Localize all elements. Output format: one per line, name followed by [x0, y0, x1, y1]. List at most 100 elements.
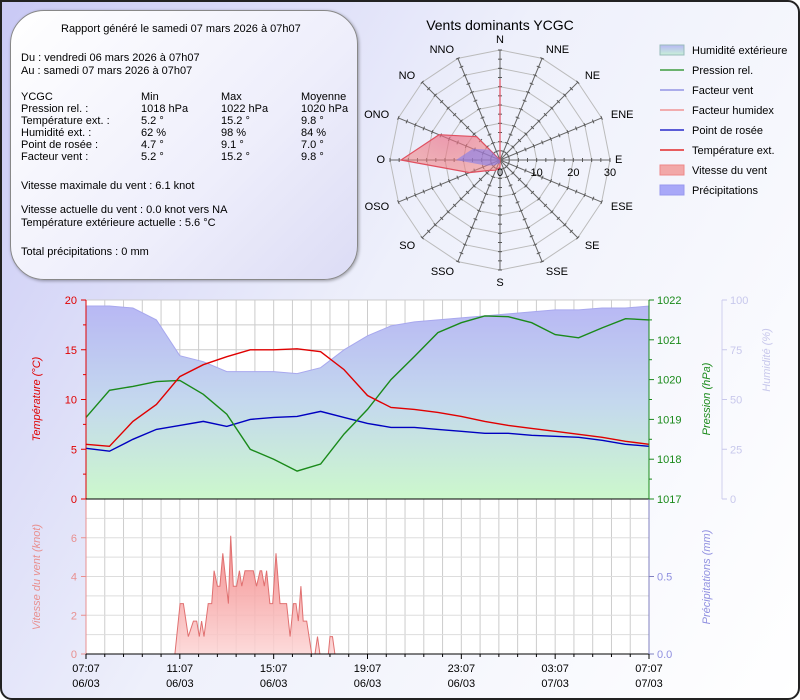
- rose-tick: [504, 175, 510, 179]
- rose-tick: [459, 197, 463, 201]
- rose-tick: [504, 164, 509, 169]
- rose-tick: [462, 243, 467, 246]
- stat-max: 9.1 °: [221, 139, 244, 151]
- rose-tick: [517, 177, 522, 182]
- rose-tick: [469, 91, 474, 94]
- rose-tick: [524, 184, 528, 188]
- rose-tick: [431, 186, 434, 191]
- rose-tick: [530, 190, 535, 195]
- rose-tick: [439, 182, 442, 187]
- stat-mean: 9.8 °: [301, 115, 324, 127]
- header-station: YCGC: [21, 91, 53, 103]
- rose-tick: [446, 210, 450, 214]
- rose-tick: [511, 124, 517, 128]
- rose-tick: [515, 201, 520, 204]
- rose-tick: [420, 80, 424, 84]
- legend-swatch: [659, 184, 685, 196]
- rose-tick: [563, 223, 567, 227]
- rose-tick: [540, 260, 545, 263]
- rose-tick: [452, 203, 457, 208]
- rose-direction-label: NNO: [430, 44, 455, 56]
- stat-label: Température ext. :: [21, 115, 110, 127]
- rose-tick: [515, 116, 520, 119]
- rose-tick: [480, 116, 485, 119]
- rose-tick: [426, 86, 431, 91]
- stat-label: Pression rel. :: [21, 103, 89, 115]
- rose-tick: [459, 65, 464, 69]
- legend-label: Facteur humidex: [692, 105, 774, 117]
- rose-tick: [563, 93, 567, 97]
- rose-direction-label: ENE: [611, 109, 634, 121]
- rose-tick: [472, 132, 476, 136]
- rose-direction-label: NNE: [546, 44, 569, 56]
- stat-min: 5.2 °: [141, 151, 164, 163]
- rose-tick: [455, 57, 460, 60]
- rose-tick: [487, 184, 492, 187]
- rose-tick: [483, 124, 489, 128]
- summary-panel: Rapport généré le samedi 07 mars 2026 à …: [10, 10, 358, 280]
- rose-tick: [566, 129, 569, 134]
- rose-tick: [466, 234, 471, 238]
- legend-label: Vitesse du vent: [692, 165, 767, 177]
- rose-tick: [490, 141, 496, 145]
- rose-tick: [426, 229, 431, 234]
- legend-label: Pression rel.: [692, 65, 753, 77]
- rose-tick: [501, 150, 506, 153]
- stat-min: 1018 hPa: [141, 103, 189, 115]
- rose-direction-label: O: [376, 154, 385, 166]
- rose-direction-label: NO: [399, 70, 416, 82]
- rose-tick: [469, 226, 474, 229]
- legend-label: Humidité extérieure: [692, 45, 787, 57]
- rose-tick: [511, 171, 515, 175]
- wind-rose-title: Vents dominants YCGC: [426, 17, 574, 33]
- rose-tick: [533, 243, 538, 246]
- rose-direction-label: NE: [585, 70, 600, 82]
- rose-tick: [543, 112, 548, 117]
- rose-tick: [515, 164, 519, 170]
- stat-label: Humidité ext. :: [21, 127, 92, 139]
- rose-tick: [533, 74, 538, 77]
- wind-rose-chart: Vents dominants YCGC N NNE NE ENE E ESE SE SSE S…: [364, 17, 787, 289]
- legend-swatch: [659, 164, 685, 176]
- rose-scale-label: 30: [604, 167, 616, 179]
- rose-tick: [549, 179, 553, 184]
- rose-tick: [405, 196, 409, 201]
- rose-tick: [558, 182, 561, 187]
- stat-mean: 1020 hPa: [301, 103, 349, 115]
- rose-tick: [591, 196, 595, 201]
- legend-label: Température ext.: [692, 145, 775, 157]
- rose-direction-label: SSE: [546, 266, 568, 278]
- stat-mean: 84 %: [301, 127, 327, 139]
- stat-label: Point de rosée :: [21, 139, 99, 151]
- stat-max: 15.2 °: [221, 151, 250, 163]
- rose-tick: [600, 200, 603, 205]
- rose-tick: [511, 192, 517, 196]
- rose-tick: [452, 112, 457, 117]
- rose-tick: [550, 210, 554, 214]
- rose-tick: [459, 251, 464, 255]
- stat-label: Facteur vent :: [21, 151, 89, 163]
- rose-tick: [566, 186, 569, 191]
- rose-tick: [478, 177, 483, 182]
- rose-tick: [569, 86, 574, 91]
- rose-scale-label: 20: [567, 167, 579, 179]
- rose-tick: [529, 82, 534, 86]
- rose-tick: [472, 184, 476, 188]
- rose-tick: [536, 65, 541, 69]
- rose-tick: [515, 150, 519, 156]
- rose-tick: [487, 133, 492, 136]
- rose-tick: [476, 209, 481, 213]
- rose-tick: [556, 216, 561, 221]
- rose-tick: [517, 138, 522, 143]
- rose-tick: [433, 223, 437, 227]
- rose-tick: [483, 192, 489, 196]
- rose-tick: [485, 171, 489, 175]
- report-title: Rapport généré le samedi 07 mars 2026 à …: [61, 23, 301, 35]
- rose-tick: [569, 229, 574, 234]
- legend: Humidité extérieure Pression rel. Facteur …: [659, 44, 787, 197]
- stat-max: 15.2 °: [221, 115, 250, 127]
- rose-tick: [526, 226, 531, 229]
- rose-scale-label: 0: [497, 167, 503, 179]
- rose-tick: [576, 80, 580, 84]
- rose-tick: [541, 140, 544, 145]
